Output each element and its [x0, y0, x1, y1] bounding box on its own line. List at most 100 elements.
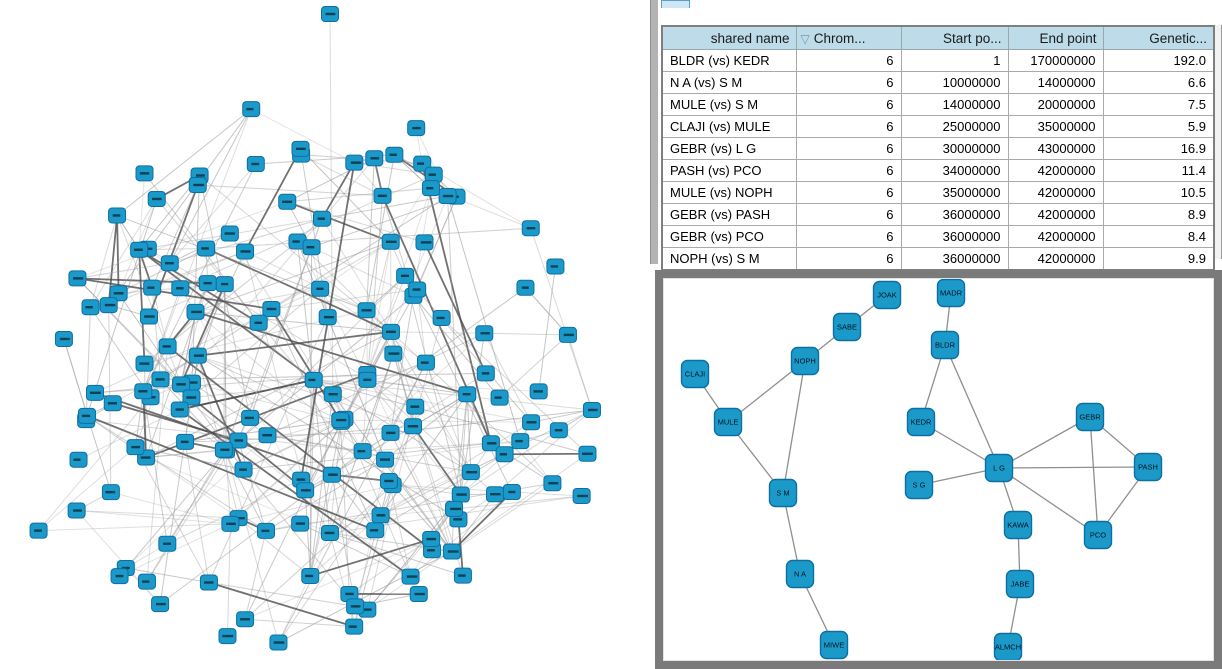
network-node-s-m[interactable]: S M: [768, 478, 798, 508]
overview-node[interactable]: [476, 365, 495, 382]
overview-node[interactable]: [543, 475, 562, 492]
overview-node[interactable]: [312, 210, 331, 227]
overview-node[interactable]: [134, 383, 153, 400]
overview-node[interactable]: [396, 267, 415, 284]
overview-node[interactable]: [197, 240, 216, 257]
overview-node[interactable]: [365, 150, 384, 167]
overview-node[interactable]: [486, 486, 505, 503]
overview-node[interactable]: [546, 258, 565, 275]
overview-node[interactable]: [242, 101, 261, 118]
overview-node[interactable]: [404, 418, 423, 435]
table-cell[interactable]: 36000000: [900, 225, 1009, 248]
network-node-noph[interactable]: NOPH: [790, 346, 820, 376]
table-cell[interactable]: 42000000: [1007, 159, 1104, 182]
overview-node[interactable]: [158, 338, 177, 355]
network-node-joak[interactable]: JOAK: [872, 280, 902, 310]
overview-node[interactable]: [220, 225, 239, 242]
overview-node[interactable]: [218, 628, 237, 645]
overview-node[interactable]: [401, 568, 420, 585]
overview-node[interactable]: [188, 177, 207, 194]
overview-node[interactable]: [371, 507, 390, 524]
table-cell[interactable]: 8.9: [1102, 203, 1215, 226]
table-cell[interactable]: 6: [795, 203, 902, 226]
overview-node[interactable]: [291, 140, 310, 157]
overview-node[interactable]: [321, 6, 339, 22]
overview-node[interactable]: [99, 297, 118, 314]
overview-node[interactable]: [578, 445, 597, 462]
column-header-genetic[interactable]: Genetic...: [1102, 25, 1215, 50]
overview-node[interactable]: [521, 220, 540, 237]
overview-node[interactable]: [346, 598, 365, 615]
overview-node[interactable]: [345, 154, 364, 171]
network-node-pco[interactable]: PCO: [1083, 520, 1113, 550]
table-cell[interactable]: PASH (vs) PCO: [661, 159, 797, 182]
overview-node[interactable]: [160, 255, 179, 272]
overview-node[interactable]: [236, 611, 255, 628]
overview-node[interactable]: [249, 314, 268, 331]
overview-node[interactable]: [353, 443, 372, 460]
table-cell[interactable]: 6: [795, 181, 902, 204]
overview-node[interactable]: [67, 502, 86, 519]
overview-node[interactable]: [139, 308, 158, 325]
table-cell[interactable]: 8.4: [1102, 225, 1215, 248]
network-node-almch[interactable]: ALMCH: [993, 632, 1023, 661]
overview-node[interactable]: [278, 193, 297, 210]
overview-node[interactable]: [68, 270, 87, 287]
overview-node[interactable]: [421, 180, 440, 197]
network-edge-lg-pco[interactable]: [998, 467, 1099, 536]
overview-node[interactable]: [529, 383, 548, 400]
table-cell[interactable]: 10.5: [1102, 181, 1215, 204]
overview-node[interactable]: [373, 187, 392, 204]
column-header-end-point[interactable]: End point: [1007, 25, 1104, 50]
overview-node[interactable]: [246, 155, 265, 172]
overview-node[interactable]: [188, 347, 207, 364]
overview-node[interactable]: [108, 207, 127, 224]
network-node-sabe[interactable]: SABE: [832, 312, 862, 342]
table-cell[interactable]: 35000000: [900, 181, 1009, 204]
table-cell[interactable]: MULE (vs) S M: [661, 93, 797, 116]
overview-node[interactable]: [415, 234, 434, 251]
table-cell[interactable]: 42000000: [1007, 181, 1104, 204]
network-node-mule[interactable]: MULE: [713, 407, 743, 437]
overview-node[interactable]: [234, 461, 253, 478]
overview-node[interactable]: [572, 487, 591, 504]
table-row[interactable]: GEBR (vs) PCO 6 36000000 42000000 8.4: [661, 225, 1215, 248]
overview-node[interactable]: [490, 389, 509, 406]
overview-node[interactable]: [438, 188, 457, 205]
table-row[interactable]: GEBR (vs) L G 6 30000000 43000000 16.9: [661, 137, 1215, 160]
overview-node[interactable]: [366, 522, 385, 539]
table-cell[interactable]: 14000000: [1007, 71, 1104, 94]
table-cell[interactable]: 36000000: [900, 203, 1009, 226]
overview-node[interactable]: [199, 574, 218, 591]
network-node-miwe[interactable]: MIWE: [819, 630, 849, 660]
overview-node[interactable]: [416, 354, 435, 371]
network-node-gebr[interactable]: GEBR: [1075, 402, 1105, 432]
overview-node[interactable]: [69, 451, 88, 468]
table-cell[interactable]: 25000000: [900, 115, 1009, 138]
overview-node[interactable]: [376, 451, 395, 468]
overview-node[interactable]: [516, 279, 535, 296]
table-cell[interactable]: 42000000: [1007, 225, 1104, 248]
table-cell[interactable]: BLDR (vs) KEDR: [661, 49, 797, 72]
overview-node[interactable]: [101, 484, 120, 501]
overview-node[interactable]: [458, 386, 477, 403]
overview-node[interactable]: [170, 401, 189, 418]
overview-node[interactable]: [126, 439, 145, 456]
overview-node[interactable]: [318, 309, 337, 326]
table-row[interactable]: BLDR (vs) KEDR 6 1 170000000 192.0: [661, 49, 1215, 72]
overview-node[interactable]: [461, 464, 480, 481]
overview-node[interactable]: [241, 409, 260, 426]
table-panel-tab[interactable]: [661, 0, 690, 8]
table-cell[interactable]: 6: [795, 49, 902, 72]
overview-node[interactable]: [158, 535, 177, 552]
overview-node[interactable]: [475, 325, 494, 342]
table-cell[interactable]: N A (vs) S M: [661, 71, 797, 94]
table-cell[interactable]: GEBR (vs) PCO: [661, 225, 797, 248]
table-row[interactable]: PASH (vs) PCO 6 34000000 42000000 11.4: [661, 159, 1215, 182]
network-node-bldr[interactable]: BLDR: [930, 330, 960, 360]
column-header-shared-name[interactable]: shared name: [661, 25, 797, 50]
overview-node[interactable]: [135, 355, 154, 372]
overview-node[interactable]: [85, 384, 104, 401]
overview-node[interactable]: [176, 433, 195, 450]
overview-node[interactable]: [381, 233, 400, 250]
